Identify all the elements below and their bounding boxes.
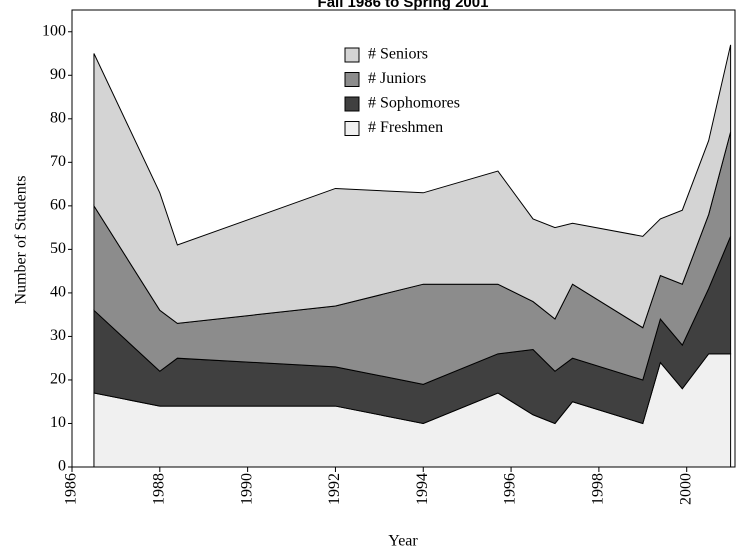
legend-swatch xyxy=(344,47,360,63)
y-tick-label: 100 xyxy=(42,22,66,39)
y-tick-label: 0 xyxy=(58,458,66,475)
y-tick-label: 90 xyxy=(50,66,66,83)
x-tick-label: 1996 xyxy=(502,473,519,505)
y-tick-label: 80 xyxy=(50,109,66,126)
legend-label: # Juniors xyxy=(368,70,426,87)
plot-frame xyxy=(71,9,736,468)
legend-swatch xyxy=(344,96,360,112)
y-tick-label: 50 xyxy=(50,240,66,257)
chart-title: Fall 1986 to Spring 2001 xyxy=(318,0,489,11)
y-tick-label: 20 xyxy=(50,371,66,388)
x-tick-label: 1994 xyxy=(414,473,431,505)
legend-swatch xyxy=(344,121,360,136)
y-tick-label: 10 xyxy=(50,414,66,431)
y-tick-label: 40 xyxy=(50,284,66,301)
y-axis-label: Number of Students xyxy=(13,176,30,305)
x-tick-label: 1986 xyxy=(63,473,80,505)
y-tick-label: 60 xyxy=(50,197,66,214)
y-tick-label: 70 xyxy=(50,153,66,170)
x-tick-label: 1992 xyxy=(326,473,343,505)
x-tick-label: 1990 xyxy=(238,473,255,505)
x-tick-label: 1998 xyxy=(590,473,607,505)
y-tick-label: 30 xyxy=(50,327,66,344)
x-tick-label: 1988 xyxy=(150,473,167,505)
legend-swatch xyxy=(344,72,360,87)
area xyxy=(93,44,732,329)
legend-label: # Freshmen xyxy=(368,119,443,136)
legend-label: # Seniors xyxy=(368,46,428,63)
legend-label: # Sophomores xyxy=(368,95,460,112)
x-axis-label: Year xyxy=(388,533,418,550)
x-tick-label: 2000 xyxy=(677,473,694,505)
